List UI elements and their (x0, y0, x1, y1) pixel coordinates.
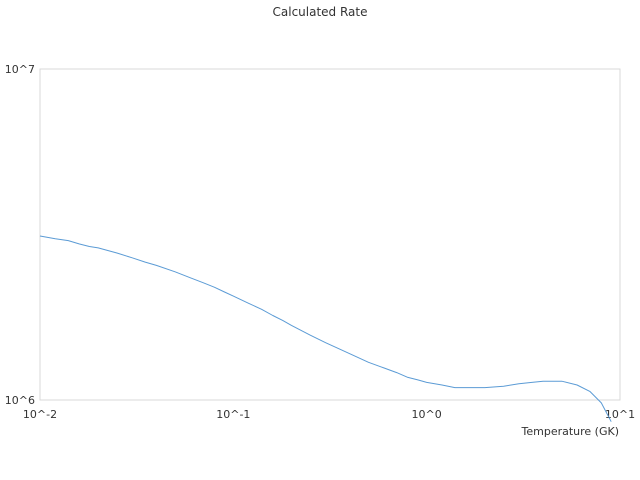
plot-area-frame (39, 68, 621, 401)
x-tick-label: 10^0 (412, 408, 442, 421)
y-tick-label: 10^7 (5, 63, 35, 76)
chart-title: Calculated Rate (272, 5, 368, 19)
x-tick-label: 10^-1 (216, 408, 250, 421)
x-axis-title: Temperature (GK) (521, 425, 620, 438)
x-tick-label: 10^-2 (23, 408, 57, 421)
x-tick-label: 10^1 (605, 408, 635, 421)
y-tick-label: 10^6 (5, 394, 35, 407)
series-line (39, 235, 612, 422)
x-axis-ticks: 10^-2 10^-1 10^0 10^1 (23, 408, 635, 421)
series-group (39, 235, 612, 422)
y-axis-ticks: 10^6 10^7 (5, 63, 35, 407)
